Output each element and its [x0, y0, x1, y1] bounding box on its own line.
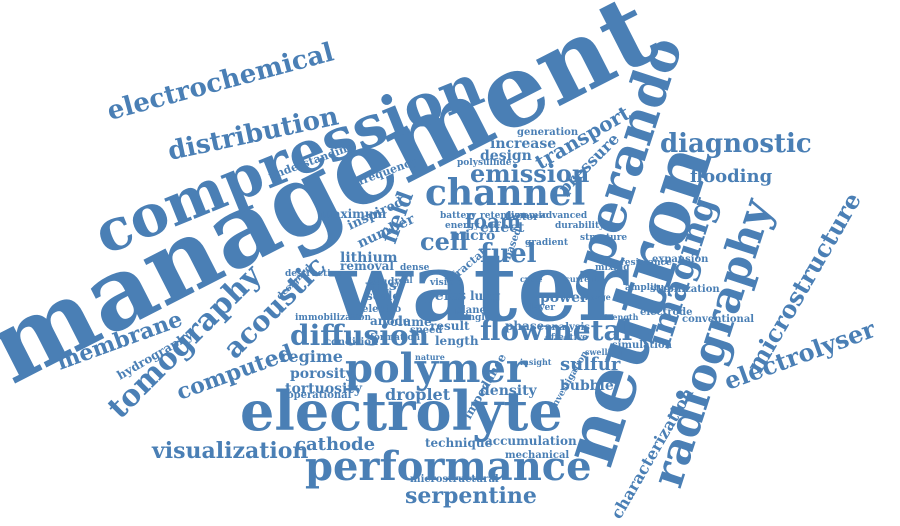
cloud-word-maximum: maximum — [320, 207, 387, 221]
cloud-word-density: density — [480, 383, 538, 399]
cloud-word-generation: generation — [517, 127, 579, 138]
cloud-word-operational: operational — [287, 390, 352, 401]
cloud-word-battery: battery — [440, 211, 477, 221]
cloud-word-foam: foam — [465, 209, 521, 233]
cloud-word-diagnostic: diagnostic — [660, 129, 812, 159]
cloud-word-design: design — [480, 148, 532, 164]
cloud-word-lung: lung — [470, 289, 501, 303]
cloud-word-condition: condition — [325, 337, 379, 348]
cloud-word-swelling: swelling — [585, 347, 622, 357]
cloud-word-visualization: visualization — [151, 438, 308, 464]
cloud-word-strength: strength — [600, 312, 639, 322]
cloud-word-current: current — [565, 274, 599, 284]
cloud-word-retention: retention — [480, 211, 527, 221]
cloud-word-droplet: droplet — [385, 385, 451, 404]
cloud-word-factor: factor — [505, 212, 539, 223]
cloud-word-flooding: flooding — [690, 166, 773, 187]
cloud-word-power: power — [540, 290, 588, 306]
cloud-word-polysulfide: polysulfide — [457, 158, 512, 168]
cloud-word-layer: layer — [530, 303, 555, 313]
cloud-word-immobilization: immobilization — [295, 313, 372, 323]
cloud-word-phase: phase — [505, 319, 545, 333]
cloud-word-energy: energy — [445, 221, 480, 231]
cloud-word-amplitude: amplitude — [625, 283, 676, 293]
cloud-word-resistance: resistance — [620, 258, 672, 268]
cloud-word-electrolyte: electrolyte — [240, 379, 563, 443]
cloud-word-pefcs: pefcs — [425, 288, 466, 304]
cloud-word-bubble: bubble — [560, 378, 614, 394]
cloud-word-fuel: fuel — [480, 239, 537, 269]
cloud-word-electrode: electrode — [640, 307, 693, 318]
cloud-word-removal: removal — [340, 259, 394, 273]
cloud-word-durability: durability — [555, 221, 605, 231]
cloud-word-plane: plane — [455, 305, 486, 316]
cloud-word-lithium: lithium — [340, 250, 398, 266]
cloud-word-dense: dense — [400, 263, 430, 273]
cloud-word-porosity: porosity — [290, 366, 355, 382]
cloud-word-serpentine: serpentine — [405, 483, 537, 509]
cloud-word-cathode: cathode — [295, 434, 375, 455]
cloud-word-scale: scale — [366, 289, 400, 303]
cloud-word-single: single — [460, 313, 491, 323]
cloud-word-study: study — [370, 277, 402, 288]
cloud-word-structure: structure — [580, 233, 627, 243]
cloud-word-volume: volume — [382, 315, 432, 329]
cloud-word-conventional: conventional — [682, 314, 754, 325]
cloud-word-mechanical: mechanical — [505, 450, 569, 461]
cloud-word-polymer: polymer — [345, 345, 528, 392]
cloud-word-effective: effective — [545, 333, 588, 343]
cloud-word-advanced: advanced — [540, 211, 588, 221]
cloud-word-visible: visible — [429, 278, 463, 288]
cloud-word-diffusion: diffusion — [290, 319, 429, 352]
cloud-word-sulfur: sulfur — [560, 354, 621, 375]
cloud-word-stabilization: stabilization — [650, 284, 720, 295]
cloud-word-destructive: destructive — [285, 269, 342, 279]
cloud-word-nature: nature — [415, 352, 445, 362]
cloud-word-insight: insight — [520, 357, 552, 367]
cloud-word-water: water — [329, 232, 630, 343]
cloud-word-expansion: expansion — [652, 254, 709, 265]
cloud-word-gradient: gradient — [525, 238, 569, 248]
cloud-word-cell: cell — [420, 227, 468, 256]
cloud-word-emission: emission — [470, 159, 589, 188]
cloud-word-tortuosity: tortuosity — [285, 381, 363, 397]
cloud-word-effect: effect — [480, 220, 525, 236]
cloud-word-performance: performance — [305, 443, 592, 490]
cloud-word-charge: charge — [580, 292, 611, 302]
cloud-word-accumulation: accumulation — [485, 434, 577, 448]
cloud-word-anode: anode — [370, 314, 411, 328]
cloud-word-cycle: cycle — [520, 274, 543, 284]
cloud-word-electro: electro — [362, 304, 402, 315]
cloud-word-analysis: analysis — [545, 322, 590, 333]
cloud-word-result: result — [430, 319, 470, 333]
cloud-word-real: real — [395, 275, 413, 285]
cloud-word-technique: technique — [425, 436, 493, 450]
cloud-word-mas: mas — [365, 278, 397, 294]
cloud-word-regime: regime — [280, 347, 343, 366]
cloud-word-simulation: simulation — [612, 340, 673, 351]
cloud-word-flowmetal: flowmetal — [480, 314, 632, 347]
cloud-word-increase: increase — [490, 136, 556, 152]
cloud-word-microstructural: microstructural — [410, 474, 499, 485]
cloud-word-dynamic: dynamic — [505, 211, 548, 221]
cloud-word-mixing: mixing — [595, 263, 630, 273]
cloud-word-channel: channel — [425, 172, 585, 214]
cloud-word-formation: formation — [370, 333, 421, 343]
cloud-word-speed: speed — [410, 325, 442, 336]
cloud-word-length: length — [435, 334, 479, 348]
cloud-word-micro: micro — [450, 228, 495, 244]
